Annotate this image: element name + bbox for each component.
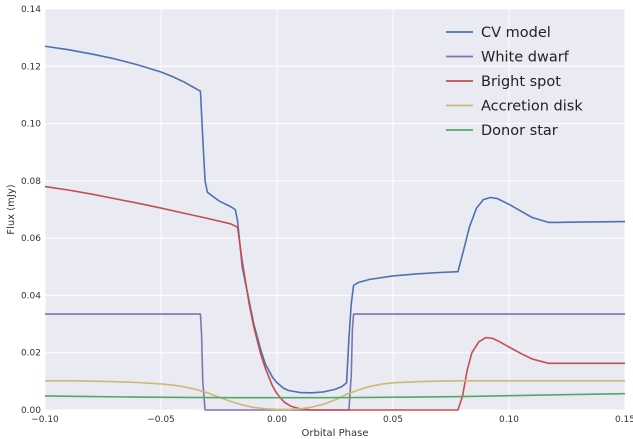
x-tick-label: 0.10 — [499, 415, 519, 425]
legend-label-donor-star: Donor star — [481, 123, 558, 139]
y-tick-label: 0.08 — [21, 177, 41, 187]
x-tick-label: −0.10 — [31, 415, 59, 425]
x-axis-label: Orbital Phase — [302, 428, 369, 439]
x-tick-label: 0.00 — [267, 415, 287, 425]
legend-label-cv-model: CV model — [481, 25, 551, 41]
series-line-accretion-disk — [45, 379, 625, 411]
y-tick-label: 0.12 — [21, 62, 41, 72]
plot-background — [45, 9, 625, 410]
legend-label-bright-spot: Bright spot — [481, 74, 561, 90]
x-axis-ticks: −0.10 −0.05 0.00 0.05 0.10 0.15 — [31, 415, 633, 425]
legend: CV model White dwarf Bright spot Accretion … — [446, 25, 583, 139]
series-line-donor-star — [44, 392, 626, 399]
series-line-bright-spot — [44, 185, 625, 411]
x-tick-label: 0.05 — [383, 415, 403, 425]
y-tick-label: 0.10 — [21, 120, 41, 130]
y-tick-label: 0.14 — [21, 5, 41, 15]
series-line-cv-model — [44, 45, 626, 394]
x-tick-label: 0.15 — [615, 415, 633, 425]
y-axis-ticks: 0.00 0.02 0.04 0.06 0.08 0.10 0.12 0.14 — [21, 5, 41, 416]
y-axis-label: Flux (mJy) — [6, 184, 17, 234]
y-tick-label: 0.06 — [21, 234, 41, 244]
y-tick-label: 0.04 — [21, 291, 41, 301]
y-tick-label: 0.00 — [21, 406, 41, 416]
legend-label-accretion-disk: Accretion disk — [481, 99, 583, 115]
grid-lines — [44, 8, 626, 411]
series-lines — [44, 45, 626, 411]
y-tick-label: 0.02 — [21, 349, 41, 359]
x-tick-label: −0.05 — [147, 415, 175, 425]
legend-label-white-dwarf: White dwarf — [481, 50, 570, 66]
